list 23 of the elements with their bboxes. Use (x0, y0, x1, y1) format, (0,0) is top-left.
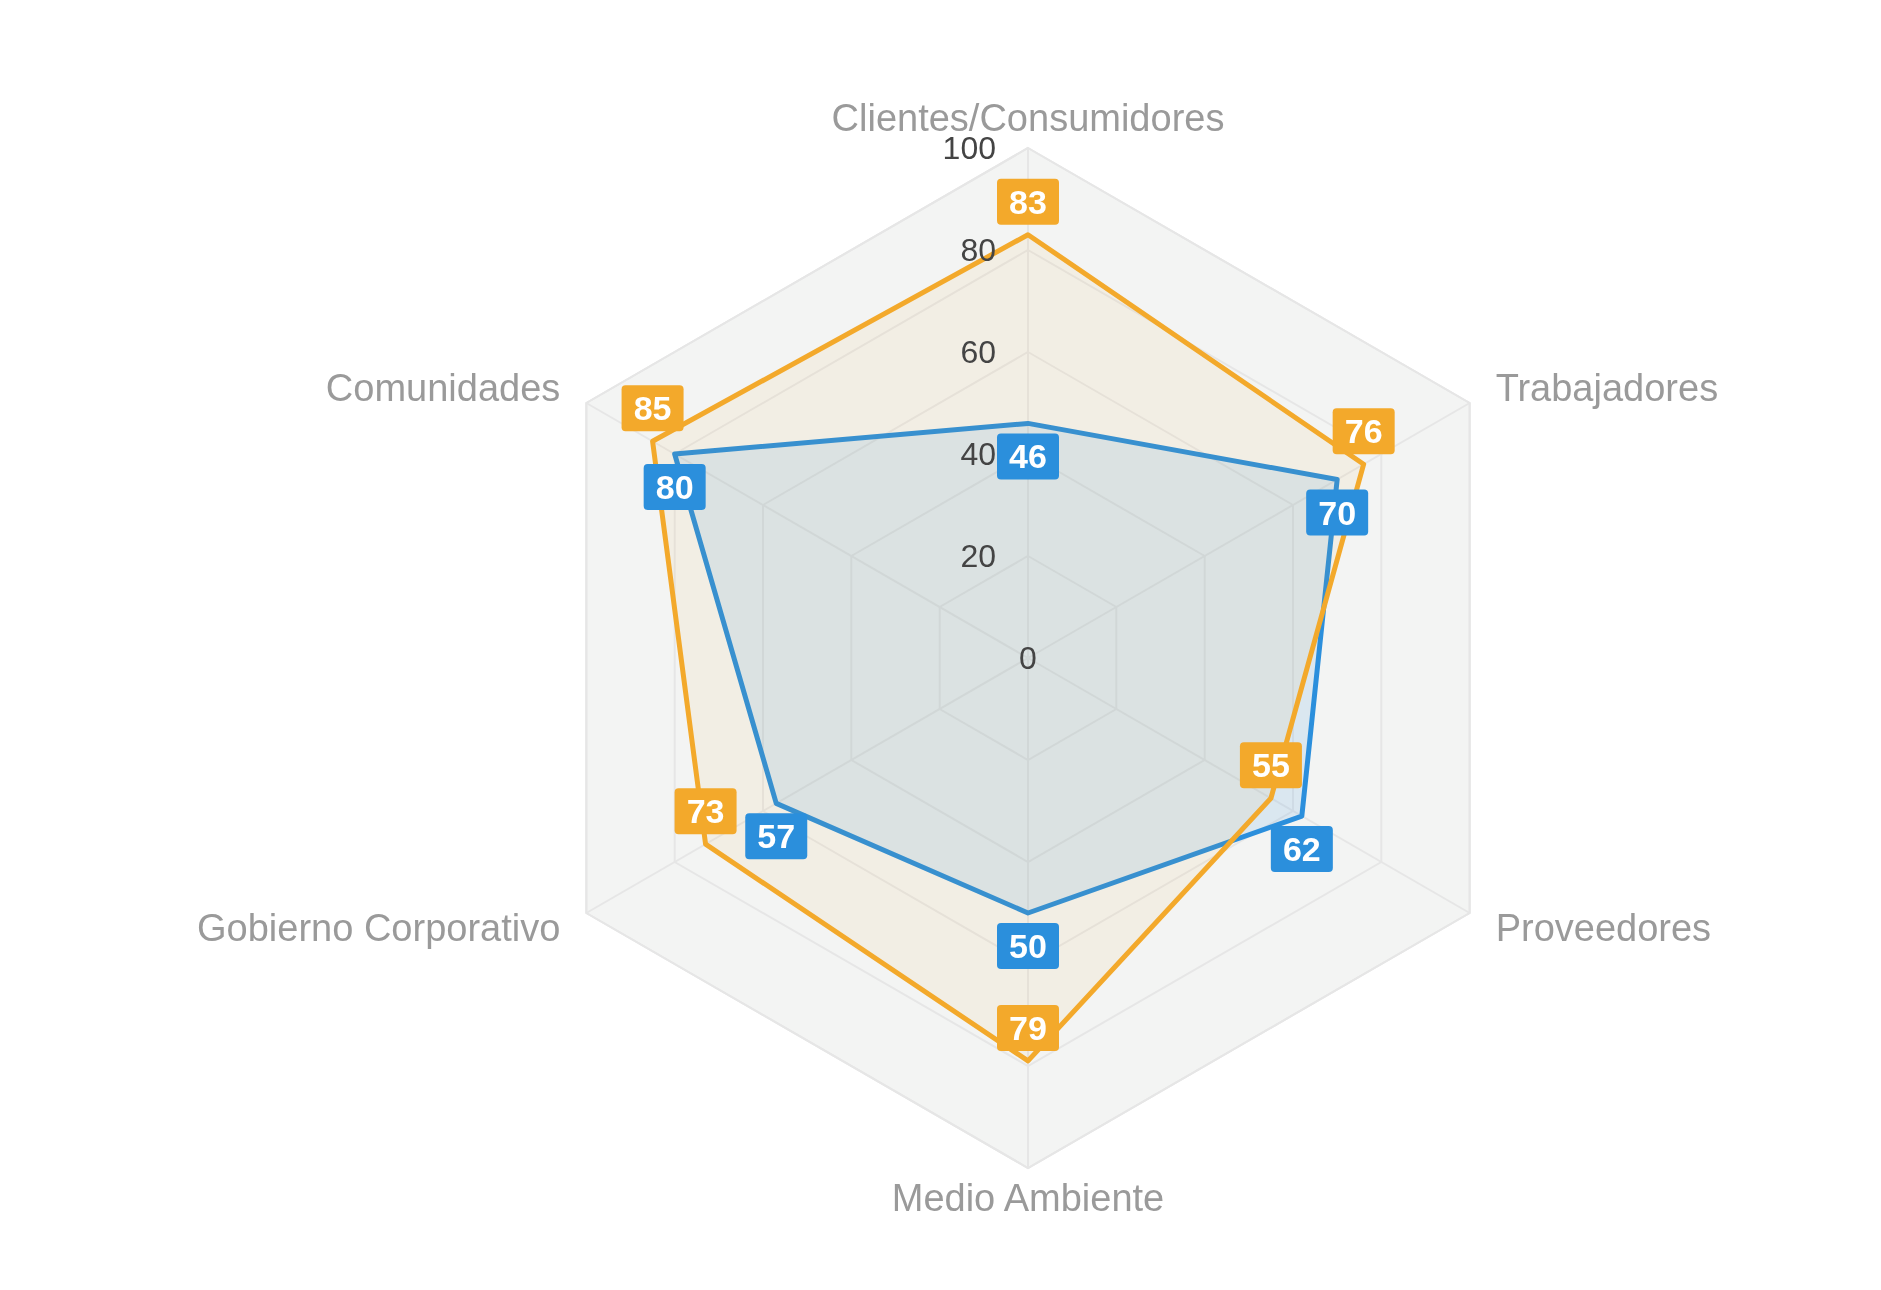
y-tick-label: 80 (960, 232, 996, 268)
data-label: 76 (1344, 412, 1383, 451)
spoke-label: Proveedores (1495, 907, 1712, 949)
y-tick-label: 60 (960, 334, 996, 370)
data-label: 73 (686, 792, 725, 831)
y-tick-label: 40 (960, 436, 996, 472)
data-label: 57 (757, 817, 796, 856)
spoke-label: Medio Ambiente (891, 1177, 1165, 1219)
data-label: 83 (1009, 182, 1047, 221)
y-tick-label: 20 (960, 538, 996, 574)
data-label: 62 (1282, 830, 1321, 869)
spoke-label: Gobierno Corporativo (197, 907, 561, 949)
data-label: 70 (1318, 493, 1357, 532)
data-label: 50 (1009, 927, 1047, 965)
data-label: 80 (655, 468, 694, 506)
data-label: 79 (1009, 1008, 1047, 1047)
y-tick-label: 100 (942, 130, 996, 166)
spoke-label: Trabajadores (1495, 367, 1719, 409)
data-label: 55 (1252, 746, 1290, 785)
data-label: 85 (633, 389, 672, 428)
data-label: 46 (1009, 437, 1047, 476)
y-tick-label: 0 (1019, 640, 1037, 676)
spoke-label: Comunidades (325, 367, 561, 409)
